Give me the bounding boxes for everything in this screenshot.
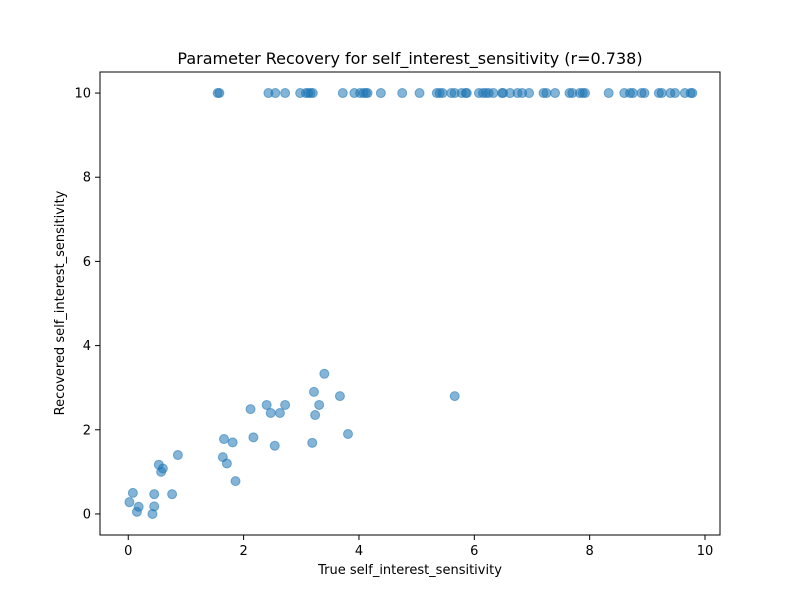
data-point <box>219 434 229 445</box>
data-point <box>656 88 667 99</box>
data-point <box>172 450 183 461</box>
data-point <box>414 88 425 99</box>
x-tick-label: 2 <box>239 544 247 559</box>
y-tick-label: 0 <box>83 507 91 522</box>
x-tick-label: 0 <box>124 544 132 559</box>
data-point <box>270 88 281 99</box>
data-point <box>280 399 291 410</box>
data-point <box>461 88 472 99</box>
data-point <box>214 88 225 99</box>
data-point <box>227 437 238 448</box>
data-point <box>603 88 614 99</box>
data-point <box>319 368 330 379</box>
ticks-layer: 0 2 4 6 8 10 0 2 4 6 8 10 <box>74 87 713 559</box>
y-tick-label: 8 <box>83 171 91 186</box>
data-point <box>627 88 638 99</box>
data-point <box>687 88 698 99</box>
data-point <box>149 501 160 512</box>
data-point <box>167 489 178 500</box>
x-tick-label: 10 <box>697 544 714 559</box>
x-tick-label: 8 <box>586 544 594 559</box>
data-point <box>307 88 318 99</box>
data-point <box>127 487 138 498</box>
x-axis-label: True self_interest_sensitivity <box>317 563 502 578</box>
y-tick-label: 2 <box>83 423 91 438</box>
data-point <box>230 476 241 487</box>
data-point <box>248 432 259 443</box>
data-point <box>334 391 345 402</box>
data-point <box>265 407 276 418</box>
data-point <box>375 88 386 99</box>
data-point <box>541 88 552 99</box>
data-point <box>343 428 353 439</box>
points-layer <box>124 88 698 519</box>
data-point <box>310 410 321 421</box>
data-point <box>261 399 272 410</box>
data-point <box>280 88 291 99</box>
data-point <box>245 404 256 415</box>
x-tick-label: 6 <box>470 544 478 559</box>
data-point <box>124 497 135 508</box>
data-point <box>639 88 650 99</box>
data-point <box>149 489 160 500</box>
data-point <box>550 88 561 99</box>
x-tick-label: 4 <box>355 544 363 559</box>
y-axis-label: Recovered self_interest_sensitivity <box>53 190 68 415</box>
data-point <box>670 88 681 99</box>
y-tick-label: 4 <box>83 339 91 354</box>
data-point <box>337 88 348 99</box>
plot-frame <box>99 71 721 536</box>
y-tick-label: 10 <box>74 87 91 102</box>
data-point <box>274 407 285 418</box>
data-point <box>269 440 280 451</box>
data-point <box>449 391 460 402</box>
data-point <box>437 88 448 99</box>
data-point <box>314 399 325 410</box>
plot-area <box>100 72 720 535</box>
data-point <box>580 88 591 99</box>
data-point <box>524 88 535 99</box>
chart-title: Parameter Recovery for self_interest_sen… <box>177 49 642 69</box>
y-tick-label: 6 <box>83 255 91 270</box>
data-point <box>397 88 408 99</box>
data-point <box>221 458 232 469</box>
data-point <box>133 501 144 512</box>
data-point <box>307 437 318 448</box>
data-point <box>488 88 499 99</box>
data-point <box>362 88 373 99</box>
data-point <box>308 386 319 397</box>
data-point <box>157 463 168 474</box>
